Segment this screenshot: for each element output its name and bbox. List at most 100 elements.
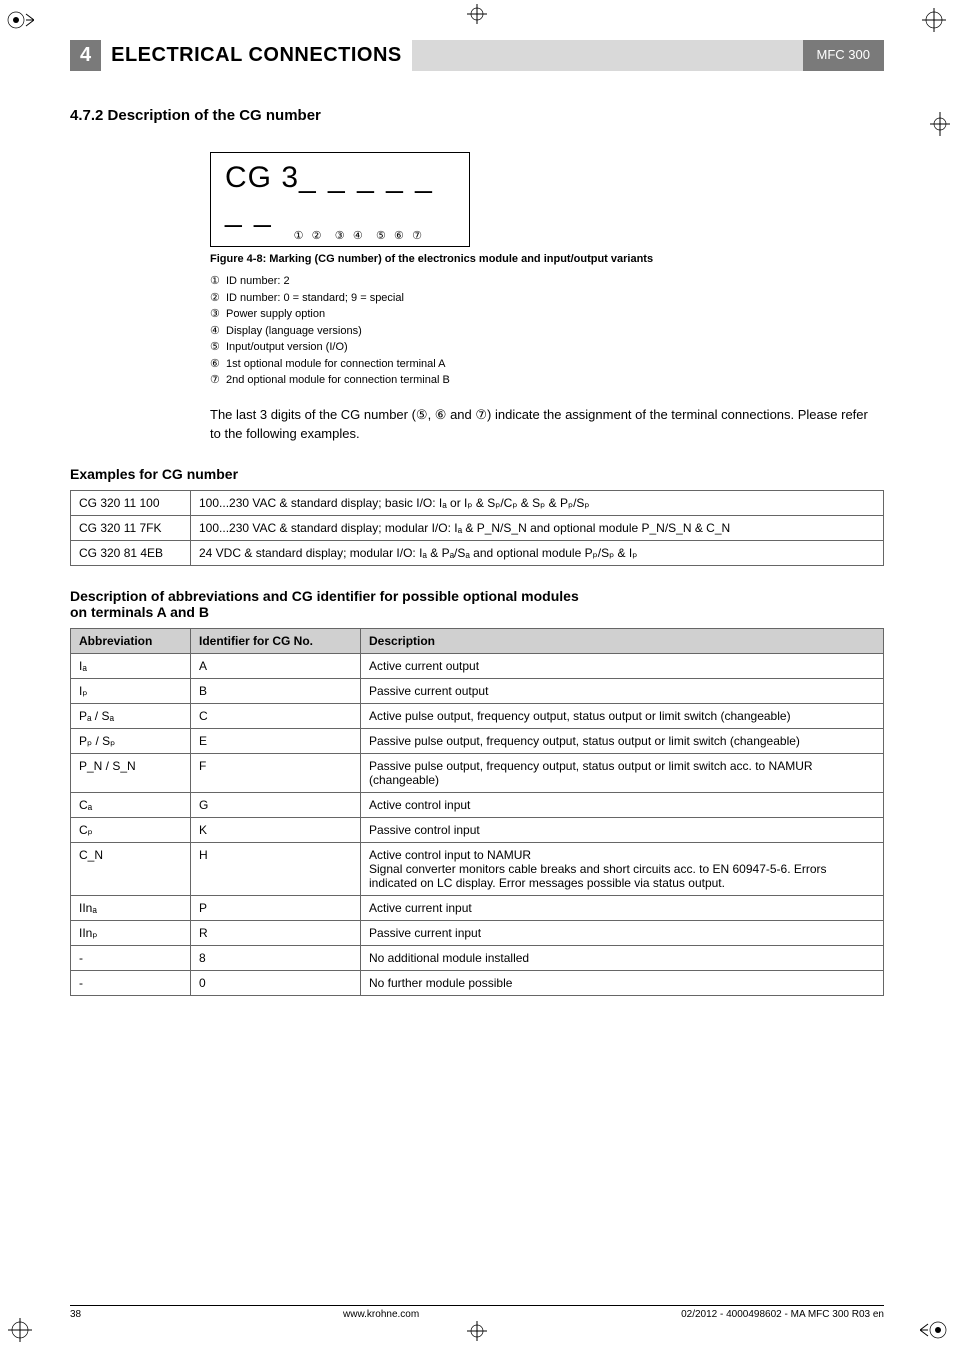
abbr-cell: P_N / S_N: [71, 753, 191, 792]
header-bar: 4 ELECTRICAL CONNECTIONS MFC 300: [70, 40, 884, 71]
table-row: IₚBPassive current output: [71, 678, 884, 703]
desc-cell: Active control input: [361, 792, 884, 817]
crop-mark-top: [463, 4, 491, 29]
table-row: CG 320 11 7FK 100...230 VAC & standard d…: [71, 515, 884, 540]
desc-cell: Passive pulse output, frequency output, …: [361, 728, 884, 753]
legend-num: ⑥: [210, 356, 226, 373]
page-number: 38: [70, 1309, 81, 1320]
th-id: Identifier for CG No.: [191, 628, 361, 653]
crop-mark-tl: [6, 6, 34, 34]
circle-1: ①: [293, 229, 306, 242]
legend-text: ID number: 0 = standard; 9 = special: [226, 292, 404, 304]
subsection-title: 4.7.2 Description of the CG number: [70, 107, 884, 124]
example-code: CG 320 11 7FK: [71, 515, 191, 540]
crop-mark-bottom: [463, 1321, 491, 1346]
legend-text: Power supply option: [226, 308, 325, 320]
cg-label: CG 3: [225, 161, 299, 194]
legend-num: ②: [210, 290, 226, 307]
id-cell: P: [191, 895, 361, 920]
table-row: -0No further module possible: [71, 970, 884, 995]
abbr-cell: IInₐ: [71, 895, 191, 920]
footer-url: www.krohne.com: [343, 1309, 419, 1320]
footer-rev: 02/2012 - 4000498602 - MA MFC 300 R03 en: [681, 1309, 884, 1320]
example-desc: 100...230 VAC & standard display; modula…: [191, 515, 884, 540]
abbr-cell: Iₚ: [71, 678, 191, 703]
desc-cell: Active current input: [361, 895, 884, 920]
example-desc: 100...230 VAC & standard display; basic …: [191, 490, 884, 515]
abbr-cell: C_N: [71, 842, 191, 895]
table-row: Pₐ / SₐCActive pulse output, frequency o…: [71, 703, 884, 728]
legend-num: ③: [210, 306, 226, 323]
abbr-heading-l1: Description of abbreviations and CG iden…: [70, 588, 579, 604]
abbr-cell: -: [71, 970, 191, 995]
table-row: IₐAActive current output: [71, 653, 884, 678]
figure-legend: ①ID number: 2 ②ID number: 0 = standard; …: [210, 273, 884, 389]
circle-3: ③: [334, 229, 347, 242]
page-footer: 38 www.krohne.com 02/2012 - 4000498602 -…: [70, 1305, 884, 1320]
abbr-cell: IInₚ: [71, 920, 191, 945]
table-row: IInₚRPassive current input: [71, 920, 884, 945]
id-cell: K: [191, 817, 361, 842]
th-desc: Description: [361, 628, 884, 653]
abbr-cell: Cₐ: [71, 792, 191, 817]
abbr-cell: -: [71, 945, 191, 970]
abbr-cell: Cₚ: [71, 817, 191, 842]
desc-cell: Active pulse output, frequency output, s…: [361, 703, 884, 728]
desc-cell: No additional module installed: [361, 945, 884, 970]
circle-5: ⑤: [375, 229, 388, 242]
doc-code: MFC 300: [803, 40, 884, 71]
desc-cell: Active current output: [361, 653, 884, 678]
table-row: Pₚ / SₚEPassive pulse output, frequency …: [71, 728, 884, 753]
desc-cell: Passive current output: [361, 678, 884, 703]
body-paragraph: The last 3 digits of the CG number (⑤, ⑥…: [210, 405, 870, 444]
legend-text: Input/output version (I/O): [226, 341, 348, 353]
legend-text: ID number: 2: [226, 275, 290, 287]
table-row: C_NHActive control input to NAMUR Signal…: [71, 842, 884, 895]
desc-cell: Passive pulse output, frequency output, …: [361, 753, 884, 792]
abbr-heading: Description of abbreviations and CG iden…: [70, 588, 884, 620]
example-code: CG 320 81 4EB: [71, 540, 191, 565]
section-title: ELECTRICAL CONNECTIONS: [101, 40, 412, 71]
legend-num: ①: [210, 273, 226, 290]
id-cell: F: [191, 753, 361, 792]
examples-heading: Examples for CG number: [70, 466, 884, 482]
table-header-row: Abbreviation Identifier for CG No. Descr…: [71, 628, 884, 653]
cg-circle-row: ① ② ③ ④ ⑤ ⑥ ⑦: [225, 229, 455, 242]
crop-mark-right: [930, 110, 950, 143]
cg-figure-box: CG 3_ _ _ _ _ _ _ ① ② ③ ④ ⑤ ⑥ ⑦: [210, 152, 470, 247]
table-row: -8No additional module installed: [71, 945, 884, 970]
table-row: IInₐPActive current input: [71, 895, 884, 920]
legend-num: ⑦: [210, 372, 226, 389]
legend-num: ⑤: [210, 339, 226, 356]
crop-mark-bl: [6, 1316, 34, 1344]
legend-num: ④: [210, 323, 226, 340]
abbr-table: Abbreviation Identifier for CG No. Descr…: [70, 628, 884, 996]
examples-table: CG 320 11 100 100...230 VAC & standard d…: [70, 490, 884, 566]
legend-text: Display (language versions): [226, 325, 362, 337]
circle-2: ②: [311, 229, 324, 242]
th-abbr: Abbreviation: [71, 628, 191, 653]
table-row: CₚKPassive control input: [71, 817, 884, 842]
legend-text: 2nd optional module for connection termi…: [226, 374, 450, 386]
id-cell: B: [191, 678, 361, 703]
section-number: 4: [70, 40, 101, 71]
figure-caption: Figure 4-8: Marking (CG number) of the e…: [210, 253, 884, 265]
circle-4: ④: [352, 229, 365, 242]
table-row: P_N / S_NFPassive pulse output, frequenc…: [71, 753, 884, 792]
circle-6: ⑥: [393, 229, 406, 242]
id-cell: E: [191, 728, 361, 753]
id-cell: A: [191, 653, 361, 678]
id-cell: R: [191, 920, 361, 945]
desc-cell: Passive current input: [361, 920, 884, 945]
circle-7: ⑦: [412, 229, 425, 242]
abbr-heading-l2: on terminals A and B: [70, 604, 209, 620]
header-spacer: [412, 40, 803, 71]
table-row: CₐGActive control input: [71, 792, 884, 817]
abbr-cell: Iₐ: [71, 653, 191, 678]
id-cell: G: [191, 792, 361, 817]
table-row: CG 320 81 4EB 24 VDC & standard display;…: [71, 540, 884, 565]
legend-text: 1st optional module for connection termi…: [226, 358, 446, 370]
id-cell: H: [191, 842, 361, 895]
desc-cell: Active control input to NAMUR Signal con…: [361, 842, 884, 895]
table-row: CG 320 11 100 100...230 VAC & standard d…: [71, 490, 884, 515]
